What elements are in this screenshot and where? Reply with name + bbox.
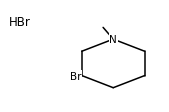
Text: Br: Br: [70, 71, 82, 81]
Text: N: N: [109, 35, 117, 45]
Text: HBr: HBr: [9, 16, 31, 29]
